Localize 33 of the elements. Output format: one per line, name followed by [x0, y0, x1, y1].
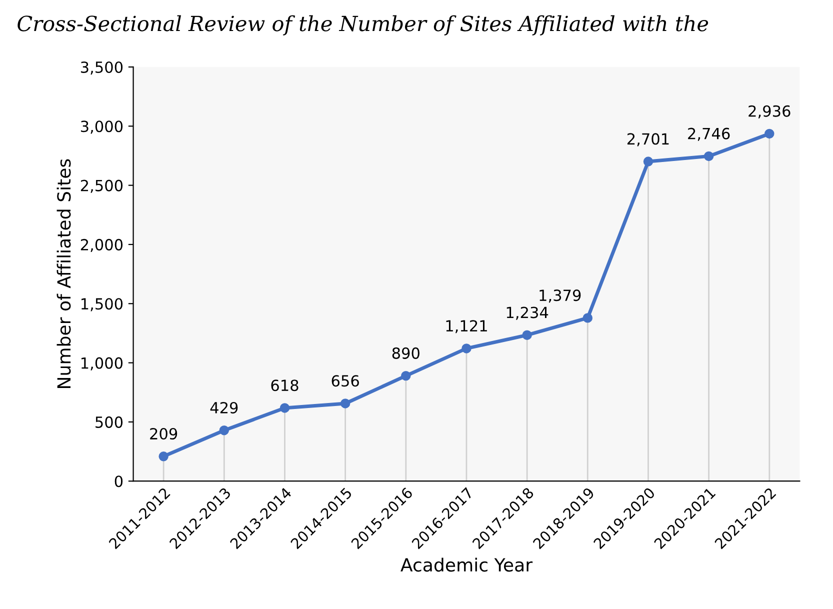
data-label: 890 — [392, 347, 420, 359]
data-label: 1,379 — [540, 290, 581, 303]
y-tick-label: 500 — [96, 416, 123, 428]
y-tick-label: 2,500 — [80, 180, 123, 193]
y-tick-label: 0 — [114, 476, 123, 488]
chart-title: Cross-Sectional Review of the Number of Sites Affiliated with the — [18, 15, 708, 36]
point — [158, 452, 168, 462]
point — [340, 398, 350, 408]
point — [764, 128, 774, 139]
data-label: 209 — [150, 428, 178, 440]
data-label: 1,121 — [446, 320, 487, 334]
x-axis-title: Academic Year — [400, 558, 533, 572]
data-label: 2,746 — [688, 128, 730, 141]
data-label: 429 — [210, 402, 238, 414]
y-tick-label: 1,000 — [82, 357, 123, 370]
y-tick-label: 3,000 — [80, 120, 123, 134]
point — [522, 330, 532, 340]
y-tick-label: 2,000 — [80, 238, 123, 252]
data-label: 656 — [332, 375, 359, 387]
data-label: 2,936 — [748, 105, 790, 118]
y-axis-title: Number of Affiliated Sites — [56, 159, 71, 388]
y-tick-label: 3,500 — [80, 61, 123, 75]
point — [462, 344, 472, 354]
point — [582, 313, 593, 323]
data-label: 618 — [271, 380, 298, 392]
data-label: 1,234 — [506, 306, 548, 320]
point — [280, 403, 290, 413]
point — [643, 156, 654, 166]
y-tick-label: 1,500 — [82, 298, 123, 312]
point — [401, 370, 411, 381]
point — [219, 425, 230, 436]
data-label: 2,701 — [627, 133, 669, 146]
point — [704, 151, 714, 162]
